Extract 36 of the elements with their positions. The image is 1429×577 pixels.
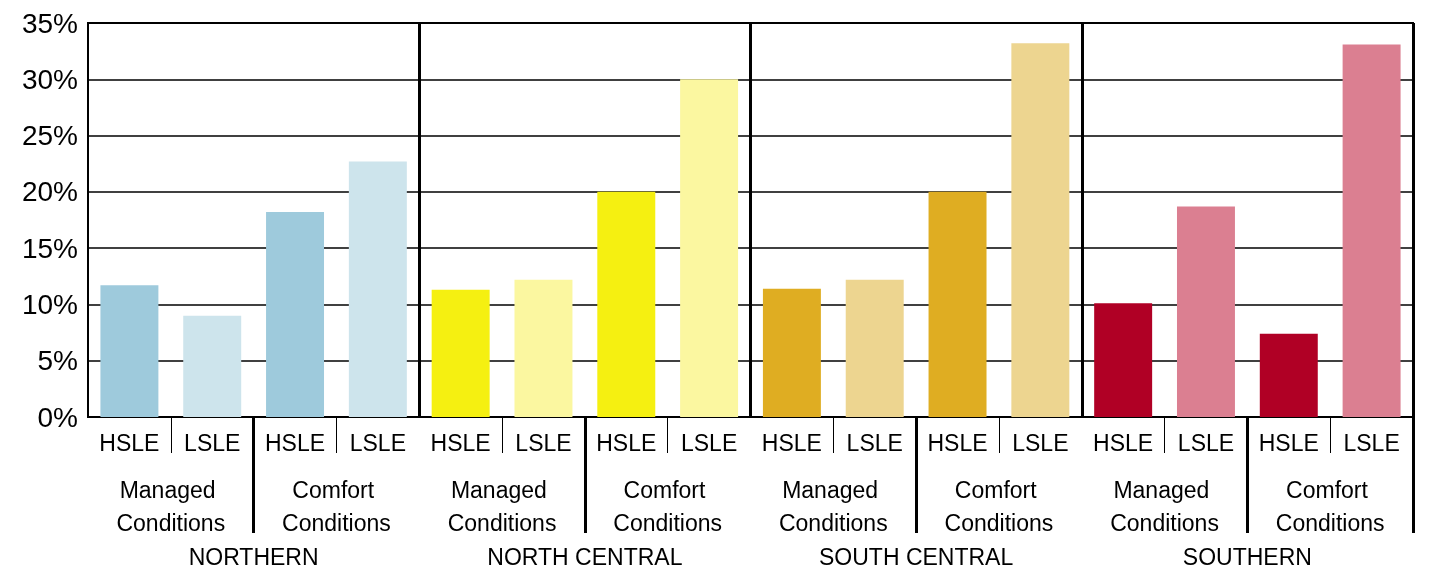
x-tick-label: LSLE [515,429,572,456]
y-tick-label: 30% [21,63,78,95]
text: Comfort Conditions [613,476,723,536]
y-tick-label: 20% [21,176,78,208]
y-tick-label: 10% [21,288,78,320]
text: Managed Conditions [778,476,888,536]
x-tick-label: HSLE [430,429,491,456]
y-tick-label: 5% [37,345,78,377]
text: Managed Conditions [116,476,226,536]
text: NORTH CENTRAL [487,543,683,570]
text: SOUTHERN [1182,543,1312,570]
x-tick-label: LSLE [349,429,406,456]
y-tick-label: 0% [37,401,78,433]
x-tick-label: HSLE [99,429,160,456]
x-tick-label: LSLE [184,429,241,456]
text: NORTHERN [188,543,319,570]
text: Managed Conditions [447,476,557,536]
y-tick-label: 15% [21,232,78,264]
x-tick-label: HSLE [1258,429,1319,456]
text: Managed Conditions [1110,476,1219,536]
x-tick-label: HSLE [596,429,657,456]
text: Comfort Conditions [1275,476,1385,536]
x-tick-label: LSLE [846,429,903,456]
text: Comfort Conditions [944,476,1054,536]
x-tick-label: LSLE [680,429,738,456]
x-tick-label: HSLE [761,429,822,456]
x-tick-label: LSLE [1012,429,1069,456]
text: Comfort Conditions [282,476,391,536]
y-tick-label: 35% [21,7,78,39]
x-tick-label: LSLE [1177,429,1235,456]
x-tick-label: HSLE [927,429,988,456]
x-tick-label: HSLE [264,429,326,456]
y-tick-label: 25% [21,120,78,152]
text: SOUTH CENTRAL [819,543,1014,570]
x-tick-label: LSLE [1343,429,1400,456]
x-tick-label: HSLE [1093,429,1154,456]
